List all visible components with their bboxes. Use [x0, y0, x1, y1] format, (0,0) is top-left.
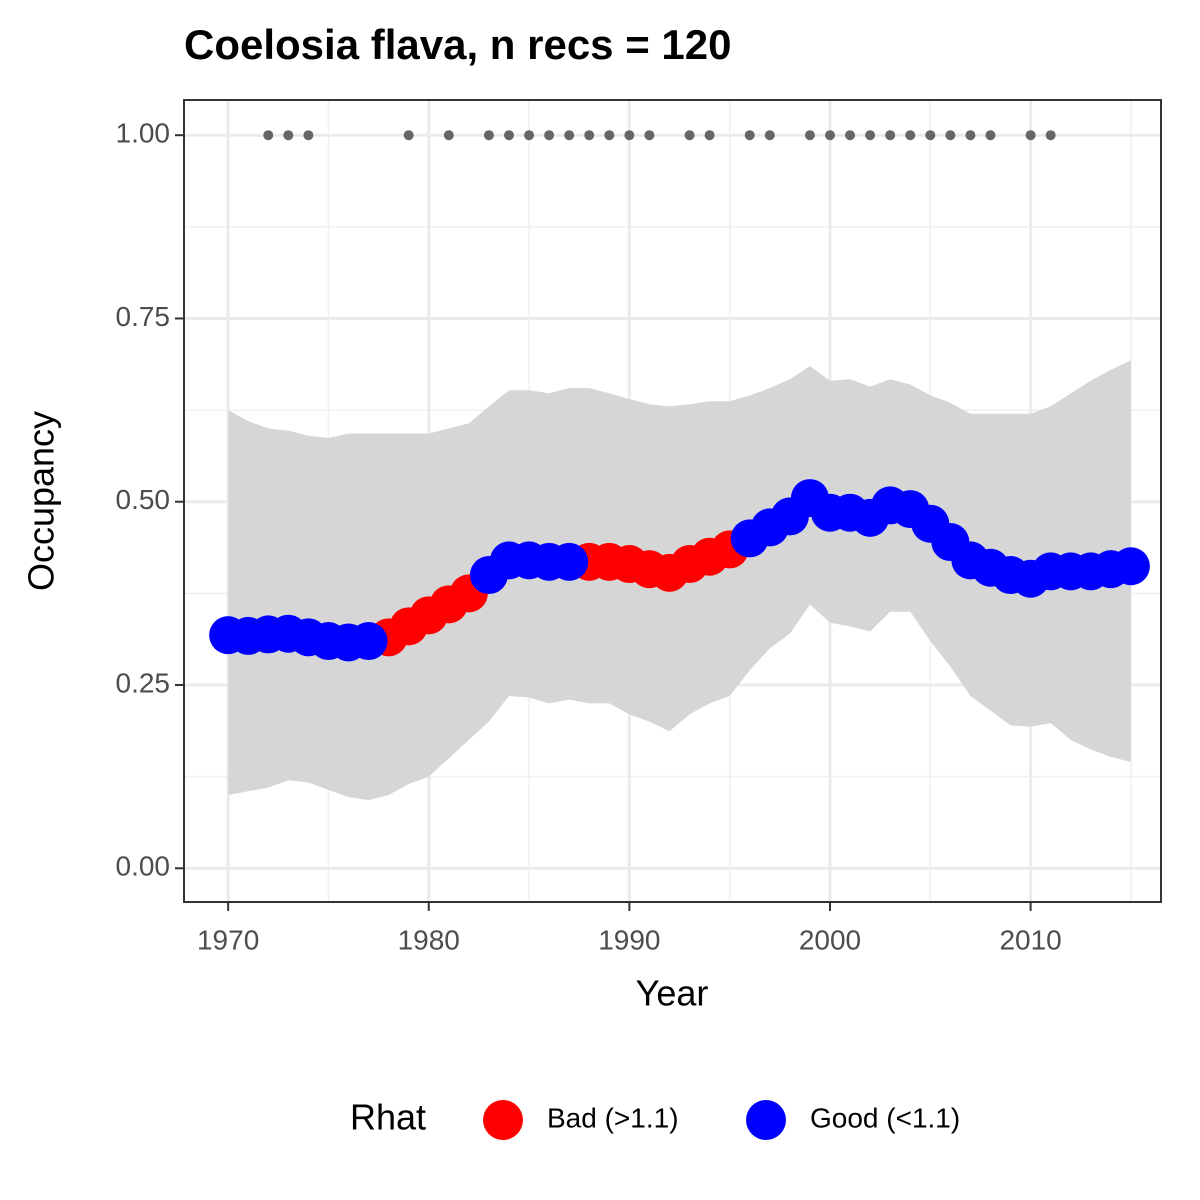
record-dot	[584, 130, 595, 141]
record-dot	[744, 130, 755, 141]
record-dot	[443, 130, 454, 141]
x-tick-label: 1990	[598, 924, 660, 955]
record-dot	[1045, 130, 1056, 141]
legend-label: Bad (>1.1)	[547, 1102, 679, 1133]
occupancy-point	[349, 622, 388, 661]
record-dot	[804, 130, 815, 141]
x-tick-label: 2010	[999, 924, 1061, 955]
y-tick-label: 0.25	[116, 667, 171, 698]
record-dot	[544, 130, 555, 141]
record-dot	[684, 130, 695, 141]
record-dot	[885, 130, 896, 141]
occupancy-point	[1111, 547, 1150, 586]
record-dot	[483, 130, 494, 141]
record-dot	[965, 130, 976, 141]
record-dot	[764, 130, 775, 141]
record-dot	[905, 130, 916, 141]
record-dot	[503, 130, 514, 141]
y-tick-label: 1.00	[116, 118, 171, 149]
x-axis-label: Year	[636, 973, 709, 1014]
record-dot	[945, 130, 956, 141]
record-dot	[303, 130, 314, 141]
record-dot	[564, 130, 575, 141]
y-axis-label: Occupancy	[21, 411, 62, 591]
legend-title: Rhat	[350, 1097, 426, 1138]
occupancy-point	[550, 542, 589, 581]
record-dot	[263, 130, 274, 141]
legend-label: Good (<1.1)	[810, 1102, 960, 1133]
x-tick-label: 1970	[197, 924, 259, 955]
record-dot	[845, 130, 856, 141]
record-dot	[604, 130, 615, 141]
record-dot	[403, 130, 414, 141]
y-tick-label: 0.50	[116, 484, 171, 515]
record-dot	[644, 130, 655, 141]
y-tick-label: 0.00	[116, 851, 171, 882]
legend-swatch	[483, 1100, 523, 1140]
legend-swatch	[746, 1100, 786, 1140]
record-dot	[524, 130, 535, 141]
y-tick-label: 0.75	[116, 301, 171, 332]
record-dot	[925, 130, 936, 141]
record-dot	[985, 130, 996, 141]
chart-title: Coelosia flava, n recs = 120	[184, 21, 731, 68]
x-tick-label: 2000	[799, 924, 861, 955]
x-tick-label: 1980	[398, 924, 460, 955]
record-dot	[865, 130, 876, 141]
record-dot	[704, 130, 715, 141]
record-dot	[1025, 130, 1036, 141]
record-dot	[283, 130, 294, 141]
record-dot	[624, 130, 635, 141]
record-dot	[824, 130, 835, 141]
